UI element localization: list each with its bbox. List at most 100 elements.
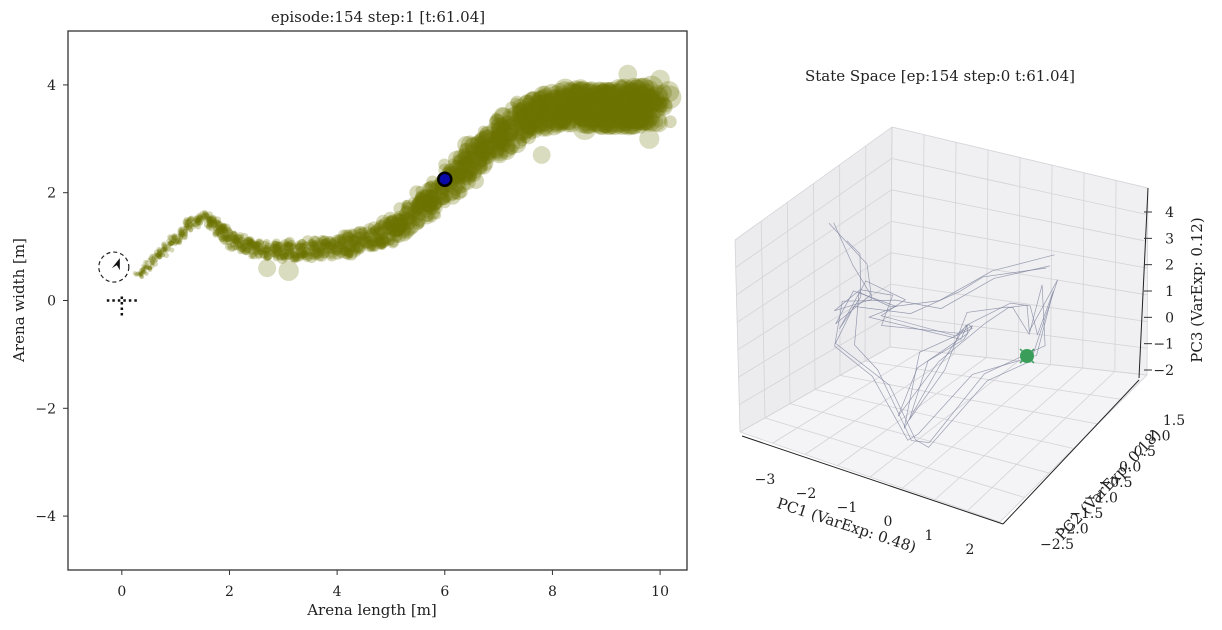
trail-point [607,94,624,112]
trail-point [294,240,304,250]
trail-point [650,69,670,90]
trail-point [640,93,664,116]
trail-point [480,147,497,165]
trail-point [534,111,554,131]
trail-point [550,108,572,130]
trail-point [222,234,229,242]
trail-point [285,239,297,251]
trail-point [342,249,354,261]
trail-point [161,247,167,253]
trail-point [297,249,306,258]
trail-point [556,105,576,124]
trail-point [532,146,551,164]
trail-point [389,223,401,235]
trail-point [554,87,568,101]
trail-point [490,117,510,136]
trail-point [426,190,439,203]
trail-point [225,228,234,236]
trail-point [397,223,407,232]
trail-point [582,113,602,132]
trail-point [570,91,589,110]
trail-point [529,120,541,131]
trail-point [611,113,633,135]
trail-point [164,248,169,253]
trail-point [277,245,286,253]
pc3-tick-label: 2 [1165,258,1174,274]
trail-point [248,239,256,246]
trail-point [153,257,159,263]
trail-point [620,104,640,124]
trail-point [555,99,569,114]
trail-point [610,108,634,133]
trail-point [514,113,528,126]
trail-point [616,93,638,115]
trail-point [450,171,460,181]
trail-point [347,234,361,248]
trail-point [634,107,652,125]
trail-point [308,244,320,256]
trail-point [387,224,400,237]
trail-point [473,160,488,175]
trail-point [274,245,281,252]
trail-point [381,236,390,245]
trail-point [539,103,554,119]
trail-point [308,241,316,248]
trail-point [321,242,330,251]
trail-point [140,266,146,272]
trail-point [383,227,393,236]
trail-point [309,235,321,247]
trail-point [576,87,590,101]
trail-point [233,233,242,242]
trail-point [279,250,289,260]
trail-point [568,85,585,103]
trail-point [236,241,244,249]
trail-point [518,120,537,139]
trail-point [486,122,501,137]
trail-point [300,250,311,261]
trail-point [508,126,519,136]
trail-point [507,133,527,154]
trail-point [148,255,154,261]
trail-point [406,205,421,220]
trail-point [647,84,668,106]
trail-point [197,214,203,221]
trail-point [474,131,492,149]
trail-point [565,96,576,108]
trail-point [307,238,317,248]
trail-point [509,113,523,127]
trail-point [351,231,365,244]
trail-point [205,223,213,231]
trail-point [656,97,673,113]
trail-point [410,211,427,227]
trail-point [232,234,238,241]
trail-point [589,108,607,126]
trail-point [156,249,163,256]
trail-point [419,193,433,206]
trail-point [423,200,436,213]
trail-point [438,193,451,205]
trail-point [428,188,442,202]
trail-point [464,151,478,164]
trail-point [371,243,380,253]
trail-point [419,189,429,199]
trail-point [336,249,347,259]
trail-point [584,110,596,122]
trail-point [401,202,416,217]
trail-point [220,232,228,239]
trail-point [390,226,402,238]
trail-point [233,237,240,244]
trail-point [539,121,555,137]
trail-point [533,94,550,111]
trail-point [630,90,648,109]
trail-point [610,103,626,119]
trail-point [416,201,426,211]
trail-point [637,88,661,112]
trail-point [488,113,506,131]
trail-point [138,271,143,276]
trail-point [377,219,387,229]
trail-point [336,242,344,250]
trail-point [260,244,270,255]
trail-point [522,124,533,135]
trail-point [240,238,249,248]
trail-point [640,98,655,112]
